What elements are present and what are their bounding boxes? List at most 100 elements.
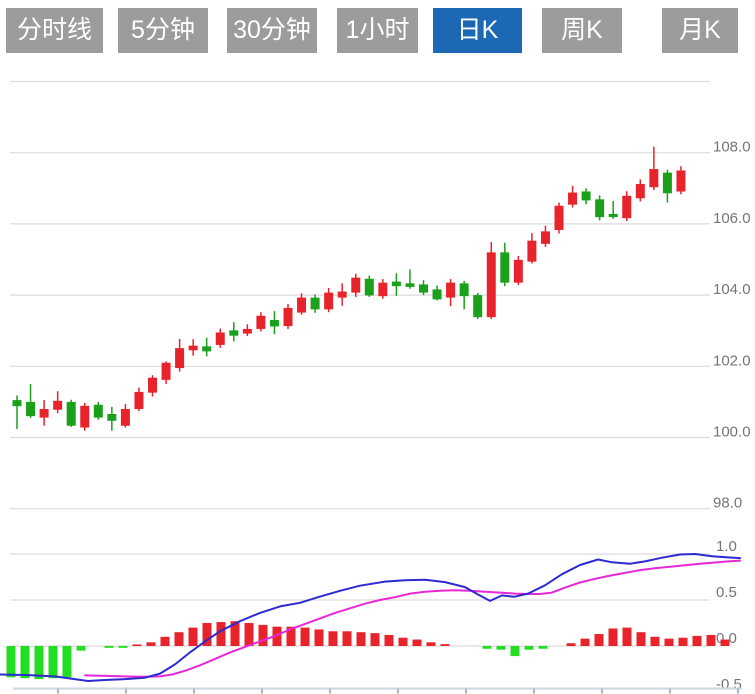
price-axis-label: 108.0: [713, 139, 751, 156]
candle-body: [635, 184, 645, 199]
macd-bar: [622, 627, 632, 646]
candle-body: [66, 401, 76, 426]
candle-body: [120, 409, 130, 426]
candle-body: [297, 297, 307, 313]
macd-bar: [160, 636, 170, 646]
macd-bar: [440, 644, 450, 646]
candle-body: [39, 409, 49, 418]
macd-bar: [244, 623, 254, 646]
candle-body: [337, 291, 347, 298]
price-axis-label: 106.0: [713, 210, 751, 227]
macd-bar: [314, 629, 324, 646]
candle-body: [310, 297, 320, 310]
candle-body: [662, 172, 672, 194]
candle-body: [581, 191, 591, 201]
macd-bar: [566, 643, 576, 646]
macd-bar: [6, 646, 16, 678]
interval-tab-2[interactable]: 30分钟: [227, 8, 317, 53]
price-axis-label: 100.0: [713, 424, 751, 441]
macd-bar: [636, 632, 646, 646]
price-axis-label: 98.0: [713, 495, 742, 512]
macd-bar: [594, 634, 604, 646]
macd-bar: [524, 646, 534, 650]
macd-bar: [398, 637, 408, 646]
interval-toolbar: 分时线 5分钟 30分钟 1小时 日K 周K 月K: [0, 0, 755, 61]
dif-line: [0, 553, 741, 682]
macd-bar: [510, 646, 520, 657]
macd-bar: [650, 636, 660, 646]
macd-bar: [118, 646, 128, 648]
macd-bar: [370, 633, 380, 646]
candle-body: [676, 170, 686, 192]
candle-body: [107, 414, 117, 421]
candle-body: [405, 283, 415, 287]
macd-histogram: [6, 621, 730, 680]
macd-bar: [482, 646, 492, 649]
macd-bar: [412, 639, 422, 646]
macd-bar: [328, 631, 338, 646]
macd-bar: [48, 646, 58, 679]
interval-tab-0[interactable]: 分时线: [6, 8, 103, 53]
macd-bar: [132, 644, 142, 646]
candle-body: [161, 362, 171, 380]
candle-body: [351, 277, 361, 293]
macd-bar: [664, 638, 674, 646]
price-axis-labels: 108.0 106.0 104.0 102.0 100.0 98.0: [713, 139, 751, 512]
interval-tab-3[interactable]: 1小时: [337, 8, 418, 53]
macd-bar: [230, 621, 240, 646]
macd-bar: [216, 622, 226, 646]
candle-body: [486, 252, 496, 318]
macd-bar: [342, 631, 352, 646]
candle-body: [215, 332, 225, 345]
candle-body: [12, 400, 22, 407]
candle-body: [378, 282, 388, 297]
candle-body: [283, 307, 293, 327]
macd-bar: [608, 628, 618, 646]
candle-body: [148, 377, 157, 393]
candle-body: [595, 199, 605, 218]
macd-bar: [300, 627, 310, 646]
macd-bar: [146, 642, 156, 646]
price-gridlines: [10, 80, 710, 510]
interval-tab-4-active[interactable]: 日K: [433, 8, 522, 53]
macd-bar: [174, 632, 184, 646]
macd-bar: [202, 623, 212, 646]
macd-bar: [356, 632, 366, 646]
candle-body: [473, 295, 483, 318]
candle-body: [608, 213, 618, 218]
candle-body: [93, 404, 103, 418]
macd-bar: [496, 646, 506, 650]
candle-body: [269, 320, 279, 327]
candle-body: [175, 348, 185, 369]
interval-tab-1[interactable]: 5分钟: [118, 8, 208, 53]
candle-body: [432, 289, 442, 300]
candle-body: [202, 346, 212, 352]
candle-body: [527, 240, 537, 262]
dea-line: [84, 559, 741, 678]
macd-bar: [62, 646, 72, 678]
macd-bar: [76, 646, 86, 651]
candle-body: [540, 231, 550, 244]
price-axis-label: 104.0: [713, 281, 751, 298]
candle-body: [26, 401, 36, 417]
candle-body: [80, 405, 90, 428]
interval-tab-6[interactable]: 月K: [662, 8, 738, 53]
candle-body: [446, 282, 456, 298]
macd-bar: [692, 635, 702, 646]
candle-body: [568, 192, 578, 205]
interval-tab-5[interactable]: 周K: [542, 8, 622, 53]
candle-body: [500, 252, 510, 283]
candle-body: [324, 292, 334, 310]
candle-body: [134, 391, 144, 410]
macd-bar: [104, 646, 114, 648]
macd-bar: [706, 634, 716, 646]
candle-body: [229, 330, 239, 336]
candle-body: [513, 259, 523, 283]
macd-bar: [426, 642, 436, 646]
candle-body: [364, 278, 374, 296]
candle-body: [459, 283, 469, 297]
candle-body: [554, 205, 564, 230]
macd-bar: [34, 646, 44, 680]
